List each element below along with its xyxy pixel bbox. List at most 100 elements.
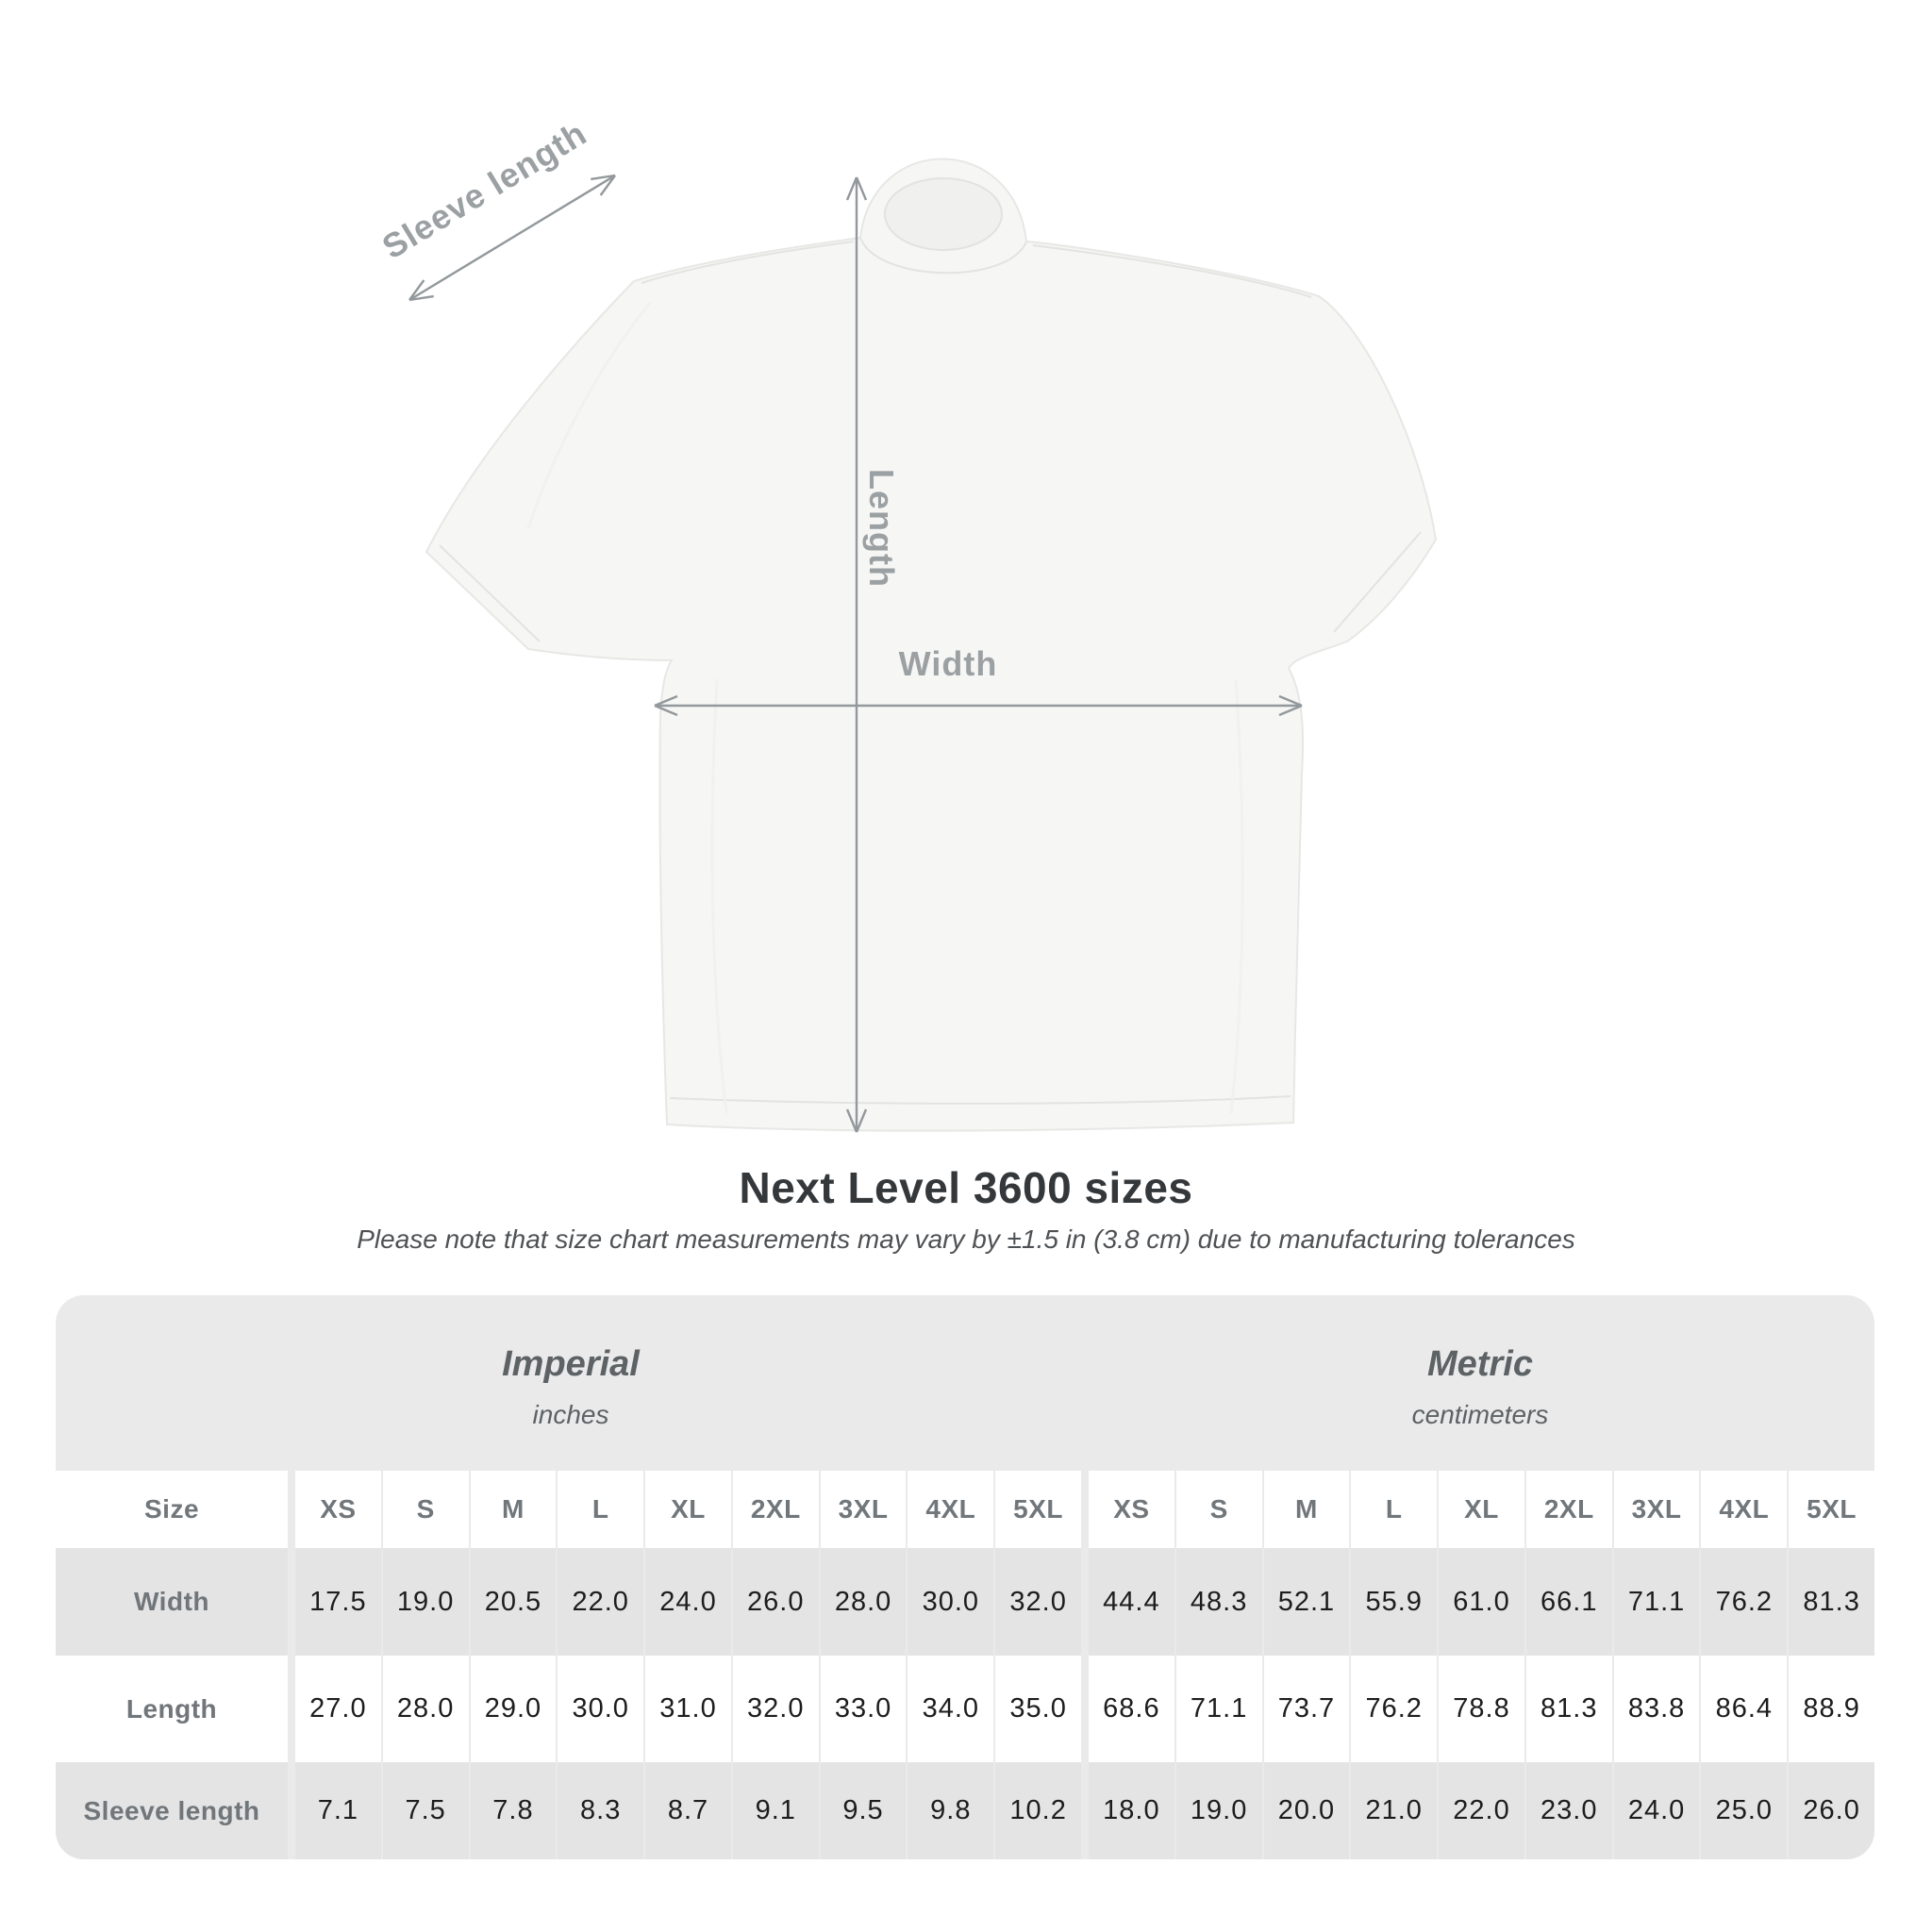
length-metric-3xl: 83.8 xyxy=(1613,1656,1700,1762)
length-imperial-5xl: 35.0 xyxy=(995,1656,1081,1762)
column-divider xyxy=(290,1762,293,1859)
size-header-metric-l: L xyxy=(1351,1471,1438,1548)
width-metric-m: 52.1 xyxy=(1263,1548,1350,1656)
sleeve-metric-l: 21.0 xyxy=(1351,1762,1438,1859)
length-imperial-s: 28.0 xyxy=(382,1656,469,1762)
length-metric-s: 71.1 xyxy=(1175,1656,1262,1762)
unit-divider xyxy=(1083,1656,1087,1762)
size-header-imperial-3xl: 3XL xyxy=(820,1471,907,1548)
column-divider xyxy=(290,1548,293,1656)
length-metric-2xl: 81.3 xyxy=(1525,1656,1612,1762)
length-metric-m: 73.7 xyxy=(1263,1656,1350,1762)
width-imperial-s: 19.0 xyxy=(382,1548,469,1656)
imperial-title: Imperial xyxy=(502,1343,640,1384)
length-imperial-4xl: 34.0 xyxy=(908,1656,994,1762)
width-imperial-4xl: 30.0 xyxy=(908,1548,994,1656)
width-imperial-5xl: 32.0 xyxy=(995,1548,1081,1656)
length-imperial-3xl: 33.0 xyxy=(820,1656,907,1762)
width-metric-4xl: 76.2 xyxy=(1701,1548,1788,1656)
length-imperial-2xl: 32.0 xyxy=(732,1656,819,1762)
length-metric-xl: 78.8 xyxy=(1439,1656,1524,1762)
sleeve-metric-5xl: 26.0 xyxy=(1789,1762,1874,1859)
size-header-imperial-xs: XS xyxy=(295,1471,381,1548)
sleeve-imperial-5xl: 10.2 xyxy=(995,1762,1081,1859)
size-header-metric-3xl: 3XL xyxy=(1613,1471,1700,1548)
size-header-metric-xl: XL xyxy=(1439,1471,1524,1548)
sleeve-metric-s: 19.0 xyxy=(1175,1762,1262,1859)
size-header-metric-s: S xyxy=(1175,1471,1262,1548)
sleeve-metric-m: 20.0 xyxy=(1263,1762,1350,1859)
tshirt-graphic xyxy=(425,158,1438,1132)
width-metric-3xl: 71.1 xyxy=(1613,1548,1700,1656)
width-imperial-xs: 17.5 xyxy=(295,1548,381,1656)
length-imperial-m: 29.0 xyxy=(470,1656,557,1762)
width-imperial-2xl: 26.0 xyxy=(732,1548,819,1656)
metric-unit: centimeters xyxy=(1411,1399,1549,1429)
sleeve-length-label: Sleeve length xyxy=(375,113,593,266)
width-imperial-m: 20.5 xyxy=(470,1548,557,1656)
tolerance-note: Please note that size chart measurements… xyxy=(357,1224,1575,1254)
sleeve-imperial-l: 8.3 xyxy=(558,1762,644,1859)
sleeve-imperial-3xl: 9.5 xyxy=(820,1762,907,1859)
tshirt-diagram: Length Width Sleeve length xyxy=(375,113,1438,1133)
sleeve-metric-2xl: 23.0 xyxy=(1525,1762,1612,1859)
width-metric-l: 55.9 xyxy=(1351,1548,1438,1656)
imperial-unit: inches xyxy=(532,1399,609,1429)
size-header-imperial-5xl: 5XL xyxy=(995,1471,1081,1548)
size-header-metric-m: M xyxy=(1263,1471,1350,1548)
length-imperial-l: 30.0 xyxy=(558,1656,644,1762)
size-table-card: Imperial inches Metric centimeters Size … xyxy=(56,1295,1874,1859)
row-label-width: Width xyxy=(56,1548,288,1656)
column-divider xyxy=(290,1471,293,1548)
unit-band: Imperial inches Metric centimeters xyxy=(56,1295,1874,1471)
sleeve-imperial-4xl: 9.8 xyxy=(908,1762,994,1859)
sleeve-imperial-xs: 7.1 xyxy=(295,1762,381,1859)
page-title: Next Level 3600 sizes xyxy=(739,1163,1193,1212)
sleeve-length-arrow xyxy=(408,174,616,302)
sleeve-metric-xs: 18.0 xyxy=(1089,1762,1174,1859)
metric-title: Metric xyxy=(1427,1343,1533,1384)
hem-stitch xyxy=(669,1095,1291,1105)
length-metric-4xl: 86.4 xyxy=(1701,1656,1788,1762)
right-shoulder-seam xyxy=(1032,244,1312,298)
width-metric-2xl: 66.1 xyxy=(1525,1548,1612,1656)
unit-divider xyxy=(1083,1471,1087,1548)
row-label-length: Length xyxy=(56,1656,288,1762)
row-label-sleeve-length: Sleeve length xyxy=(56,1762,288,1859)
sleeve-imperial-2xl: 9.1 xyxy=(732,1762,819,1859)
unit-divider xyxy=(1083,1548,1087,1656)
width-imperial-l: 22.0 xyxy=(558,1548,644,1656)
size-header-imperial-2xl: 2XL xyxy=(732,1471,819,1548)
width-label: Width xyxy=(899,644,998,683)
left-shoulder-seam xyxy=(641,241,855,284)
width-metric-5xl: 81.3 xyxy=(1789,1548,1874,1656)
length-imperial-xl: 31.0 xyxy=(645,1656,731,1762)
column-divider xyxy=(290,1656,293,1762)
neck-hole xyxy=(884,177,1003,251)
length-metric-5xl: 88.9 xyxy=(1789,1656,1874,1762)
size-header-metric-xs: XS xyxy=(1089,1471,1174,1548)
sleeve-imperial-xl: 8.7 xyxy=(645,1762,731,1859)
length-metric-l: 76.2 xyxy=(1351,1656,1438,1762)
size-table: Size XS S M L XL 2XL 3XL 4XL 5XL XS S M … xyxy=(56,1471,1874,1859)
unit-divider xyxy=(1083,1762,1087,1859)
imperial-header: Imperial inches xyxy=(56,1295,1086,1471)
size-header-imperial-s: S xyxy=(382,1471,469,1548)
width-metric-s: 48.3 xyxy=(1175,1548,1262,1656)
size-header-metric-4xl: 4XL xyxy=(1701,1471,1788,1548)
length-label: Length xyxy=(862,469,901,588)
width-imperial-3xl: 28.0 xyxy=(820,1548,907,1656)
metric-header: Metric centimeters xyxy=(1086,1295,1874,1471)
sleeve-metric-xl: 22.0 xyxy=(1439,1762,1524,1859)
size-header-imperial-4xl: 4XL xyxy=(908,1471,994,1548)
size-header-imperial-xl: XL xyxy=(645,1471,731,1548)
sleeve-metric-3xl: 24.0 xyxy=(1613,1762,1700,1859)
sleeve-imperial-m: 7.8 xyxy=(470,1762,557,1859)
sleeve-imperial-s: 7.5 xyxy=(382,1762,469,1859)
left-cuff-stitch xyxy=(439,544,541,642)
width-metric-xl: 61.0 xyxy=(1439,1548,1524,1656)
right-cuff-stitch xyxy=(1333,531,1422,633)
collar-seam xyxy=(859,237,1027,275)
size-header-metric-5xl: 5XL xyxy=(1789,1471,1874,1548)
